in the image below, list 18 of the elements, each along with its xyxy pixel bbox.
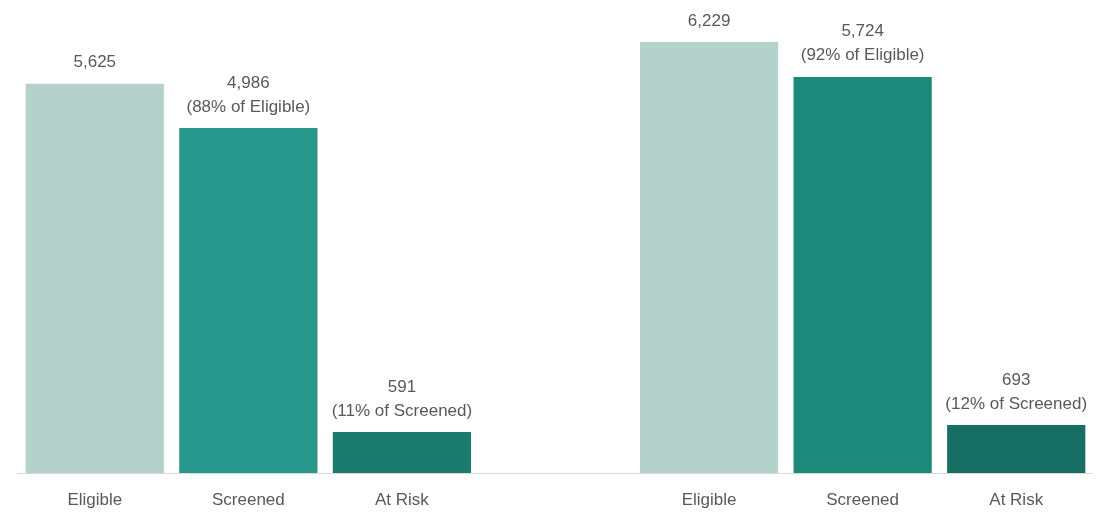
bar — [639, 42, 779, 473]
bar — [25, 83, 164, 473]
x-tick-label: Eligible — [67, 490, 123, 509]
x-tick-label: Screened — [826, 490, 900, 509]
bar — [947, 425, 1086, 473]
x-tick-label: Eligible — [681, 490, 737, 509]
bar — [179, 128, 318, 473]
x-tick-label: At Risk — [989, 490, 1044, 509]
data-label: 6,229 — [687, 10, 731, 30]
data-label: 4,986 (88% of Eligible) — [186, 72, 311, 116]
bar — [793, 76, 932, 473]
bar — [332, 432, 472, 473]
data-label: 5,625 — [73, 52, 117, 72]
data-label: 693 (12% of Screened) — [945, 369, 1088, 413]
data-label: 591 (11% of Screened) — [331, 376, 473, 420]
data-label: 5,724 (92% of Eligible) — [800, 21, 925, 65]
x-tick-label: At Risk — [375, 490, 430, 509]
x-tick-label: Screened — [211, 490, 285, 509]
